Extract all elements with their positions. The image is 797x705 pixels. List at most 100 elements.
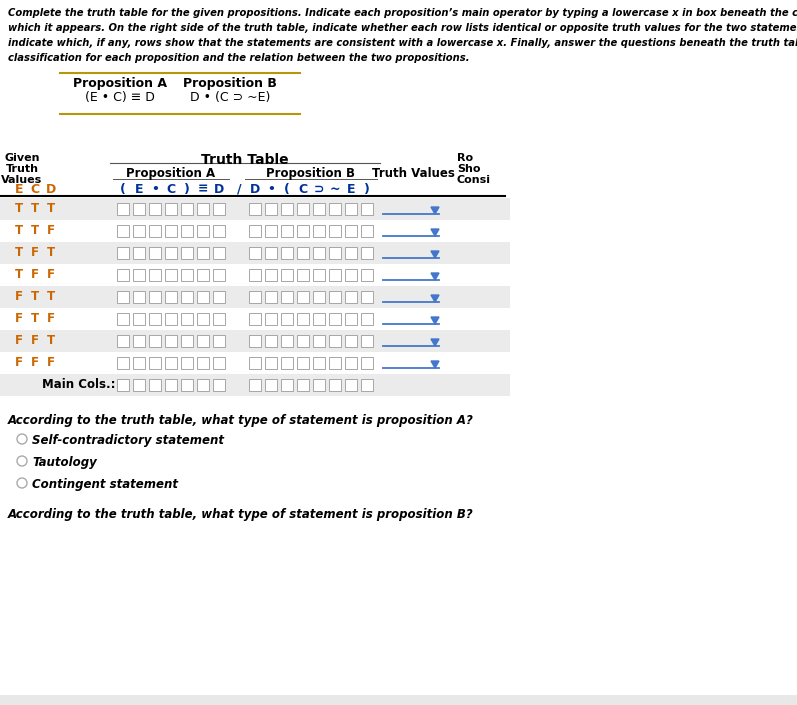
Text: ~: ~ xyxy=(330,183,340,196)
Text: (E • C) ≡ D: (E • C) ≡ D xyxy=(85,91,155,104)
Bar xyxy=(149,269,161,281)
Text: According to the truth table, what type of statement is proposition A?: According to the truth table, what type … xyxy=(8,414,474,427)
Text: T: T xyxy=(15,202,23,216)
Bar xyxy=(181,247,193,259)
Bar xyxy=(181,379,193,391)
Bar xyxy=(181,203,193,215)
Bar xyxy=(165,357,177,369)
Bar xyxy=(149,203,161,215)
Text: which it appears. On the right side of the truth table, indicate whether each ro: which it appears. On the right side of t… xyxy=(8,23,797,33)
Text: ⊃: ⊃ xyxy=(314,183,324,196)
Bar xyxy=(149,247,161,259)
Bar xyxy=(297,335,309,347)
Text: /: / xyxy=(237,183,241,196)
Bar xyxy=(361,247,373,259)
Bar xyxy=(197,291,209,303)
Text: F: F xyxy=(15,290,23,303)
Text: T: T xyxy=(31,290,39,303)
Bar xyxy=(133,225,145,237)
Bar xyxy=(313,291,325,303)
Bar xyxy=(249,357,261,369)
Bar xyxy=(361,379,373,391)
Text: C: C xyxy=(167,183,175,196)
Bar xyxy=(297,357,309,369)
Text: F: F xyxy=(31,334,39,348)
Bar xyxy=(117,247,129,259)
Bar xyxy=(197,269,209,281)
Bar xyxy=(345,203,357,215)
Bar xyxy=(249,203,261,215)
Bar xyxy=(345,269,357,281)
Bar xyxy=(165,269,177,281)
Bar xyxy=(329,335,341,347)
Bar xyxy=(117,269,129,281)
Text: According to the truth table, what type of statement is proposition B?: According to the truth table, what type … xyxy=(8,508,473,521)
Polygon shape xyxy=(431,317,439,324)
Bar xyxy=(213,357,225,369)
Bar xyxy=(281,291,293,303)
Bar xyxy=(0,264,510,286)
Bar xyxy=(345,357,357,369)
Bar xyxy=(297,379,309,391)
Bar xyxy=(0,330,510,352)
Bar xyxy=(313,203,325,215)
Bar xyxy=(165,291,177,303)
Bar xyxy=(165,313,177,325)
Text: Consi: Consi xyxy=(457,175,491,185)
Bar xyxy=(181,335,193,347)
Bar xyxy=(117,203,129,215)
Bar xyxy=(213,269,225,281)
Text: Proposition A: Proposition A xyxy=(127,167,215,180)
Text: Main Cols.:: Main Cols.: xyxy=(42,379,116,391)
Bar xyxy=(297,269,309,281)
Bar xyxy=(117,313,129,325)
Bar xyxy=(181,313,193,325)
Bar xyxy=(361,291,373,303)
Bar xyxy=(329,357,341,369)
Bar xyxy=(117,379,129,391)
Bar xyxy=(149,313,161,325)
Bar xyxy=(281,313,293,325)
Text: F: F xyxy=(15,312,23,326)
Bar xyxy=(361,357,373,369)
Bar xyxy=(249,225,261,237)
Bar xyxy=(345,291,357,303)
Bar xyxy=(0,242,510,264)
Text: ≡: ≡ xyxy=(198,183,208,196)
Bar xyxy=(329,225,341,237)
Text: Given: Given xyxy=(4,153,40,163)
Text: Truth Values: Truth Values xyxy=(371,167,454,180)
Bar xyxy=(165,247,177,259)
Bar xyxy=(345,225,357,237)
Circle shape xyxy=(17,456,27,466)
Bar xyxy=(149,225,161,237)
Bar xyxy=(149,335,161,347)
Bar xyxy=(0,198,510,220)
Polygon shape xyxy=(431,295,439,302)
Text: T: T xyxy=(31,224,39,238)
Bar xyxy=(345,313,357,325)
Bar xyxy=(197,313,209,325)
Text: F: F xyxy=(15,334,23,348)
Text: classification for each proposition and the relation between the two proposition: classification for each proposition and … xyxy=(8,53,469,63)
Text: E: E xyxy=(135,183,143,196)
Bar xyxy=(249,335,261,347)
Bar xyxy=(313,335,325,347)
Text: (: ( xyxy=(120,183,126,196)
Polygon shape xyxy=(431,207,439,214)
Bar xyxy=(281,203,293,215)
Text: F: F xyxy=(47,269,55,281)
Bar xyxy=(329,313,341,325)
Bar xyxy=(133,291,145,303)
Bar xyxy=(149,291,161,303)
Text: (: ( xyxy=(284,183,290,196)
Text: Self-contradictory statement: Self-contradictory statement xyxy=(32,434,224,447)
Bar xyxy=(197,357,209,369)
Bar xyxy=(329,203,341,215)
Bar xyxy=(165,379,177,391)
Bar xyxy=(329,269,341,281)
Text: F: F xyxy=(31,269,39,281)
Text: •: • xyxy=(267,183,275,196)
Bar xyxy=(313,247,325,259)
Bar xyxy=(181,291,193,303)
